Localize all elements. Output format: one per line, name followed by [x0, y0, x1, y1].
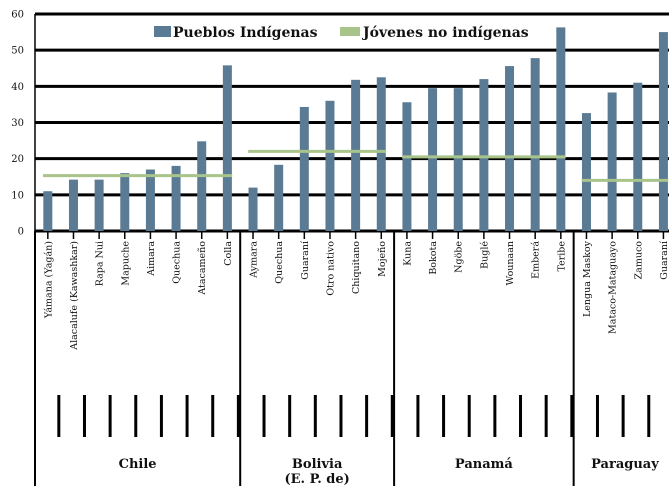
bar [556, 27, 566, 231]
legend-label-line: Jóvenes no indígenas [361, 25, 529, 41]
bar [68, 179, 78, 231]
bar [453, 88, 463, 232]
category-label: Bokota [428, 241, 439, 275]
category-label: Guaraní [659, 240, 669, 280]
category-label: Mataco-Mataguayo [608, 241, 619, 334]
bar [402, 102, 412, 231]
bar [479, 79, 489, 231]
bar [351, 79, 361, 231]
bar [633, 82, 643, 231]
bar [197, 141, 207, 231]
category-label: Alacalufe (Kawashkar) [69, 241, 80, 351]
category-label: Zamuco [633, 241, 644, 280]
category-label: Chiquitano [351, 241, 362, 294]
category-label: Atacameño [197, 241, 208, 296]
bar [325, 100, 335, 231]
category-label: Lengua Maskoy [582, 240, 593, 317]
group-label-line2: (E. P. de) [284, 472, 349, 486]
category-label: Emberá [531, 241, 542, 279]
group-label: Panamá [455, 457, 513, 472]
y-tick-label: 20 [11, 154, 24, 165]
y-tick-label: 50 [11, 46, 24, 57]
bar [94, 179, 104, 231]
category-label: Ngöbe [454, 241, 465, 273]
category-label: Colla [223, 241, 234, 266]
legend-label-bar: Pueblos Indígenas [173, 25, 318, 41]
bar [530, 58, 540, 231]
bar [248, 187, 258, 231]
bar [581, 113, 591, 231]
category-label: Mapuche [120, 241, 131, 286]
bar [43, 191, 53, 231]
bar [222, 65, 232, 232]
bar [299, 106, 309, 231]
category-label: Otro nativo [325, 241, 336, 296]
bar [428, 88, 438, 232]
legend-swatch-line [340, 27, 360, 36]
category-label: Buglé [479, 241, 490, 269]
bar [145, 169, 155, 231]
y-tick-label: 30 [11, 118, 24, 129]
bar [505, 66, 515, 231]
bar [658, 32, 668, 232]
category-label: Rapa Nui [95, 241, 106, 286]
category-label: Quechua [172, 241, 183, 284]
group-label: Bolivia [292, 457, 343, 472]
y-tick-label: 60 [11, 10, 24, 21]
group-label: Chile [119, 457, 157, 472]
bar [607, 92, 617, 232]
category-label: Guaraní [300, 240, 311, 280]
category-label: Yámana (Yagán) [43, 241, 54, 319]
y-tick-label: 10 [11, 190, 24, 201]
category-label: Aymara [249, 241, 260, 279]
category-label: Aimara [146, 241, 157, 277]
category-label: Teribe [556, 241, 567, 272]
bar [376, 77, 386, 232]
legend-swatch-bar [154, 26, 171, 37]
category-label: Mojeño [377, 241, 388, 277]
group-label: Paraguay [591, 457, 659, 472]
y-tick-label: 40 [11, 82, 24, 93]
bar [171, 165, 181, 231]
category-label: Kuna [402, 241, 413, 266]
y-tick-label: 0 [18, 227, 24, 238]
bar [274, 164, 284, 231]
category-label: Wounaan [505, 241, 516, 286]
category-label: Quechua [274, 241, 285, 284]
bar [120, 173, 130, 231]
